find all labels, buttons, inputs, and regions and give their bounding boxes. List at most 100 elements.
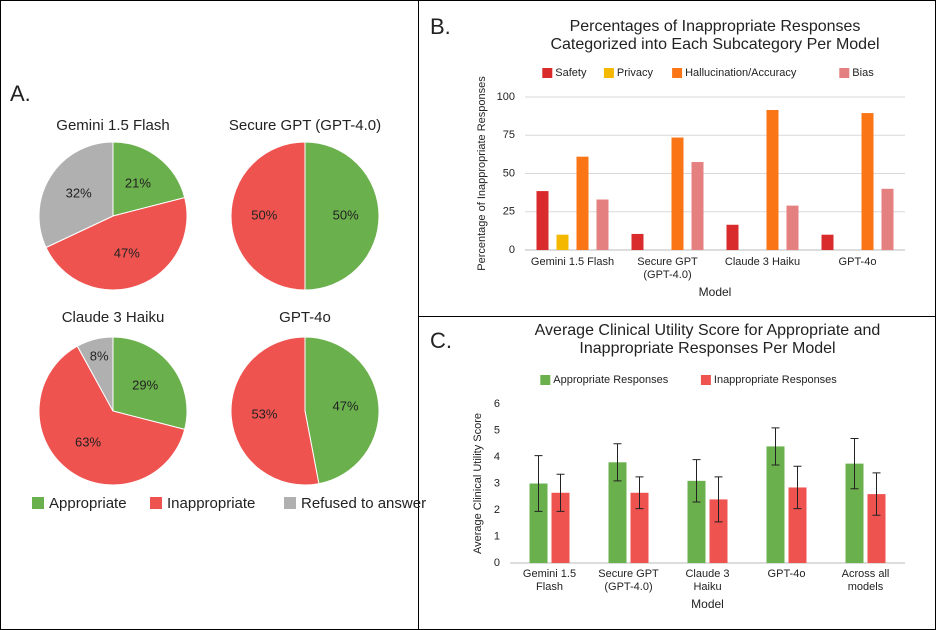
bar xyxy=(529,483,548,563)
chart-title: Percentages of Inappropriate Responses C… xyxy=(550,18,880,54)
x-tick-label-box: GPT-4o xyxy=(838,256,877,268)
x-axis-label: Model xyxy=(699,285,732,299)
legend-label: Appropriate xyxy=(49,495,127,512)
chart-title: Average Clinical Utility Score for Appro… xyxy=(534,322,881,358)
error-bar xyxy=(793,465,802,510)
bar xyxy=(536,191,549,250)
pie-title: GPT-4o xyxy=(279,309,331,326)
pie-slice xyxy=(112,336,188,431)
panel-label: B. xyxy=(430,14,451,39)
bar xyxy=(630,492,649,563)
bar xyxy=(709,499,728,563)
pie-title: Secure GPT (GPT-4.0) xyxy=(229,117,381,134)
bar xyxy=(631,233,644,250)
y-tick-label: 6 xyxy=(494,398,500,410)
error-bar xyxy=(771,427,780,466)
pie-value-label: 32% xyxy=(66,186,92,201)
legend-swatch xyxy=(603,68,614,78)
pie-slice xyxy=(112,141,186,217)
legend-label: Safety xyxy=(555,67,587,79)
y-tick-label: 0 xyxy=(494,557,500,569)
x-tick-label: Secure GPT (GPT-4.0) xyxy=(598,568,659,593)
legend-swatch xyxy=(32,497,44,509)
pie-title: Claude 3 Haiku xyxy=(62,309,165,326)
y-tick-label: 50 xyxy=(503,167,515,179)
y-axis-label: Percentage of Inappropriate Responses xyxy=(476,76,488,271)
y-tick-label: 1 xyxy=(494,530,500,542)
pie-value-label: 63% xyxy=(75,435,101,450)
pie-value-label: 21% xyxy=(125,175,151,190)
legend-swatch xyxy=(700,375,711,385)
chart-title-box: Average Clinical Utility Score for Appro… xyxy=(534,322,881,358)
pie-slice xyxy=(76,336,114,412)
bar xyxy=(596,199,609,250)
y-tick-label: 2 xyxy=(494,504,500,516)
pie-value-label: 53% xyxy=(251,406,277,421)
bar xyxy=(881,188,894,250)
bar xyxy=(576,156,589,250)
x-tick-label-box: Claude 3 Haiku xyxy=(685,568,729,593)
legend-label: Bias xyxy=(852,67,874,79)
error-bar xyxy=(534,455,543,512)
pie-slice xyxy=(304,336,380,485)
bar xyxy=(556,234,569,250)
legend-swatch xyxy=(672,68,683,78)
pie-value-label: 47% xyxy=(333,399,359,414)
legend-label: Hallucination/Accuracy xyxy=(685,67,797,79)
legend-swatch xyxy=(839,68,850,78)
pie-slice xyxy=(38,141,114,249)
bar xyxy=(845,463,864,563)
legend-label: Appropriate Responses xyxy=(553,374,668,386)
y-axis-label: Average Clinical Utility Score xyxy=(472,413,484,554)
bar xyxy=(671,137,684,250)
x-tick-label-box: Gemini 1.5 Flash xyxy=(530,256,615,268)
panel-label: C. xyxy=(430,328,452,353)
bar xyxy=(691,162,704,250)
bar xyxy=(687,480,706,563)
legend-label: Refused to answer xyxy=(301,495,426,512)
legend-label: Inappropriate Responses xyxy=(714,374,837,386)
x-tick-label-box: Across all models xyxy=(841,568,890,593)
pie-value-label: 50% xyxy=(333,207,359,222)
x-tick-label-box: Gemini 1.5 Flash xyxy=(523,568,576,593)
pie-slice xyxy=(38,345,186,486)
legend-swatch xyxy=(540,375,551,385)
x-tick-label-box: Secure GPT (GPT-4.0) xyxy=(637,256,698,281)
x-tick-label: Across all models xyxy=(841,568,890,593)
y-tick-label: 25 xyxy=(503,206,515,218)
chart-title-box: Percentages of Inappropriate Responses C… xyxy=(550,18,880,54)
error-bar xyxy=(692,459,701,503)
x-tick-label: Secure GPT (GPT-4.0) xyxy=(637,256,698,281)
y-tick-label: 0 xyxy=(509,244,515,256)
bar xyxy=(786,205,799,250)
bar xyxy=(726,224,739,250)
pie-slice xyxy=(45,196,188,291)
legend-swatch xyxy=(150,497,162,509)
bar xyxy=(867,494,886,563)
y-tick-label: 75 xyxy=(503,129,515,141)
error-bar xyxy=(556,473,565,512)
pie-value-label: 8% xyxy=(90,349,109,364)
x-tick-label-box: GPT-4o xyxy=(767,568,806,580)
legend-label: Privacy xyxy=(617,67,654,79)
bar xyxy=(821,234,834,250)
pie-slice xyxy=(304,141,380,291)
x-tick-label: Gemini 1.5 Flash xyxy=(530,256,615,268)
bar xyxy=(766,446,785,563)
legend-swatch xyxy=(284,497,296,509)
y-tick-label: 5 xyxy=(494,424,500,436)
error-bar xyxy=(714,476,723,523)
x-tick-label-box: Claude 3 Haiku xyxy=(724,256,801,268)
pie-slice xyxy=(230,336,320,486)
x-tick-label: GPT-4o xyxy=(767,568,806,580)
legend-swatch xyxy=(542,68,553,78)
pie-slice xyxy=(230,141,306,291)
y-tick-label: 3 xyxy=(494,477,500,489)
bar xyxy=(608,462,627,563)
error-bar xyxy=(850,437,859,490)
bar xyxy=(788,487,807,563)
x-tick-label: Claude 3 Haiku xyxy=(724,256,801,268)
pie-value-label: 47% xyxy=(114,246,140,261)
x-tick-label: GPT-4o xyxy=(838,256,877,268)
error-bar xyxy=(635,476,644,510)
